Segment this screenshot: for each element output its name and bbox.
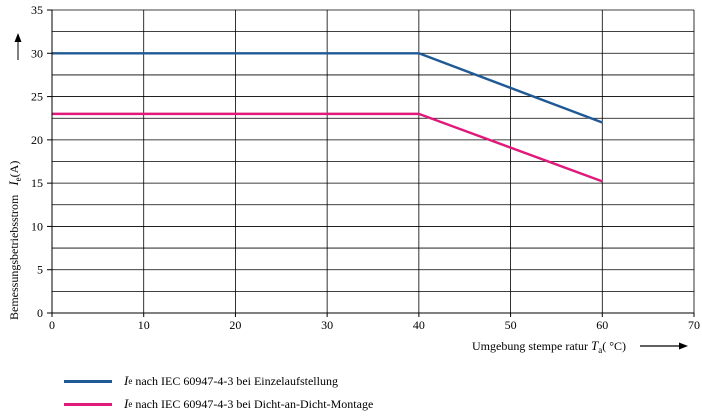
grid bbox=[51, 9, 695, 314]
y-tick-label: 15 bbox=[31, 176, 43, 190]
legend-subscript: e bbox=[128, 399, 133, 409]
x-tick-label: 0 bbox=[49, 318, 55, 332]
series-layer bbox=[52, 52, 603, 183]
x-tick-label: 30 bbox=[321, 318, 333, 332]
tick-labels: 0 5 10 15 20 25 30 35 0 10 20 30 40 50 60 70 bbox=[31, 3, 700, 332]
series-line-2 bbox=[52, 112, 603, 183]
y-tick-label: 10 bbox=[31, 219, 43, 233]
series-line-1 bbox=[52, 52, 603, 124]
legend-label: nach IEC 60947-4-3 bei Dicht-an-Dicht-Mo… bbox=[135, 397, 374, 411]
legend-symbol: I bbox=[124, 373, 129, 388]
x-tick-label: 60 bbox=[596, 318, 608, 332]
x-tick-label: 50 bbox=[505, 318, 517, 332]
legend-swatch bbox=[64, 379, 112, 383]
x-axis-label: Umgebung stempe ratur Ta( °C) bbox=[472, 338, 626, 355]
y-tick-label: 25 bbox=[31, 90, 43, 104]
x-tick-label: 20 bbox=[229, 318, 241, 332]
x-tick-label: 70 bbox=[688, 318, 700, 332]
legend-subscript: e bbox=[128, 376, 133, 386]
y-axis-arrow bbox=[14, 33, 22, 60]
y-tick-label: 0 bbox=[37, 306, 43, 320]
legend-symbol: I bbox=[124, 396, 129, 411]
x-axis-arrow bbox=[640, 342, 688, 350]
y-tick-label: 5 bbox=[37, 263, 43, 277]
y-tick-label: 30 bbox=[31, 46, 43, 60]
axes bbox=[47, 9, 695, 317]
x-tick-label: 10 bbox=[138, 318, 150, 332]
legend-label: nach IEC 60947-4-3 bei Einzelaufstellung bbox=[135, 374, 338, 388]
y-tick-label: 20 bbox=[31, 133, 43, 147]
y-tick-label: 35 bbox=[31, 3, 43, 17]
y-axis-label: Bemessungsbetriebsstrom Ie(A) bbox=[6, 161, 23, 320]
legend-swatch bbox=[64, 402, 112, 406]
x-tick-label: 40 bbox=[413, 318, 425, 332]
